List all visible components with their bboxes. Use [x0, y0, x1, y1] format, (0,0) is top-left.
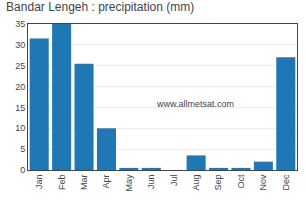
- svg-text:10: 10: [15, 123, 25, 133]
- svg-text:www.allmetsat.com: www.allmetsat.com: [156, 99, 234, 109]
- svg-text:35: 35: [15, 19, 25, 29]
- svg-text:May: May: [124, 174, 134, 192]
- svg-text:5: 5: [20, 144, 25, 154]
- svg-text:Feb: Feb: [57, 175, 67, 191]
- svg-text:Apr: Apr: [101, 175, 111, 189]
- svg-text:Jun: Jun: [146, 175, 156, 190]
- svg-text:Jan: Jan: [34, 175, 44, 190]
- svg-text:25: 25: [15, 61, 25, 71]
- svg-text:Aug: Aug: [191, 175, 201, 191]
- svg-text:Mar: Mar: [79, 175, 89, 191]
- svg-text:Bandar Lengeh : precipitation: Bandar Lengeh : precipitation (mm): [6, 0, 194, 14]
- svg-text:Sep: Sep: [213, 175, 223, 191]
- svg-text:Oct: Oct: [236, 174, 246, 189]
- svg-text:Dec: Dec: [281, 174, 291, 191]
- svg-text:0: 0: [20, 165, 25, 175]
- svg-text:Jul: Jul: [169, 175, 179, 187]
- svg-text:20: 20: [15, 82, 25, 92]
- svg-text:Nov: Nov: [258, 174, 268, 191]
- svg-text:15: 15: [15, 103, 25, 113]
- svg-text:30: 30: [15, 40, 25, 50]
